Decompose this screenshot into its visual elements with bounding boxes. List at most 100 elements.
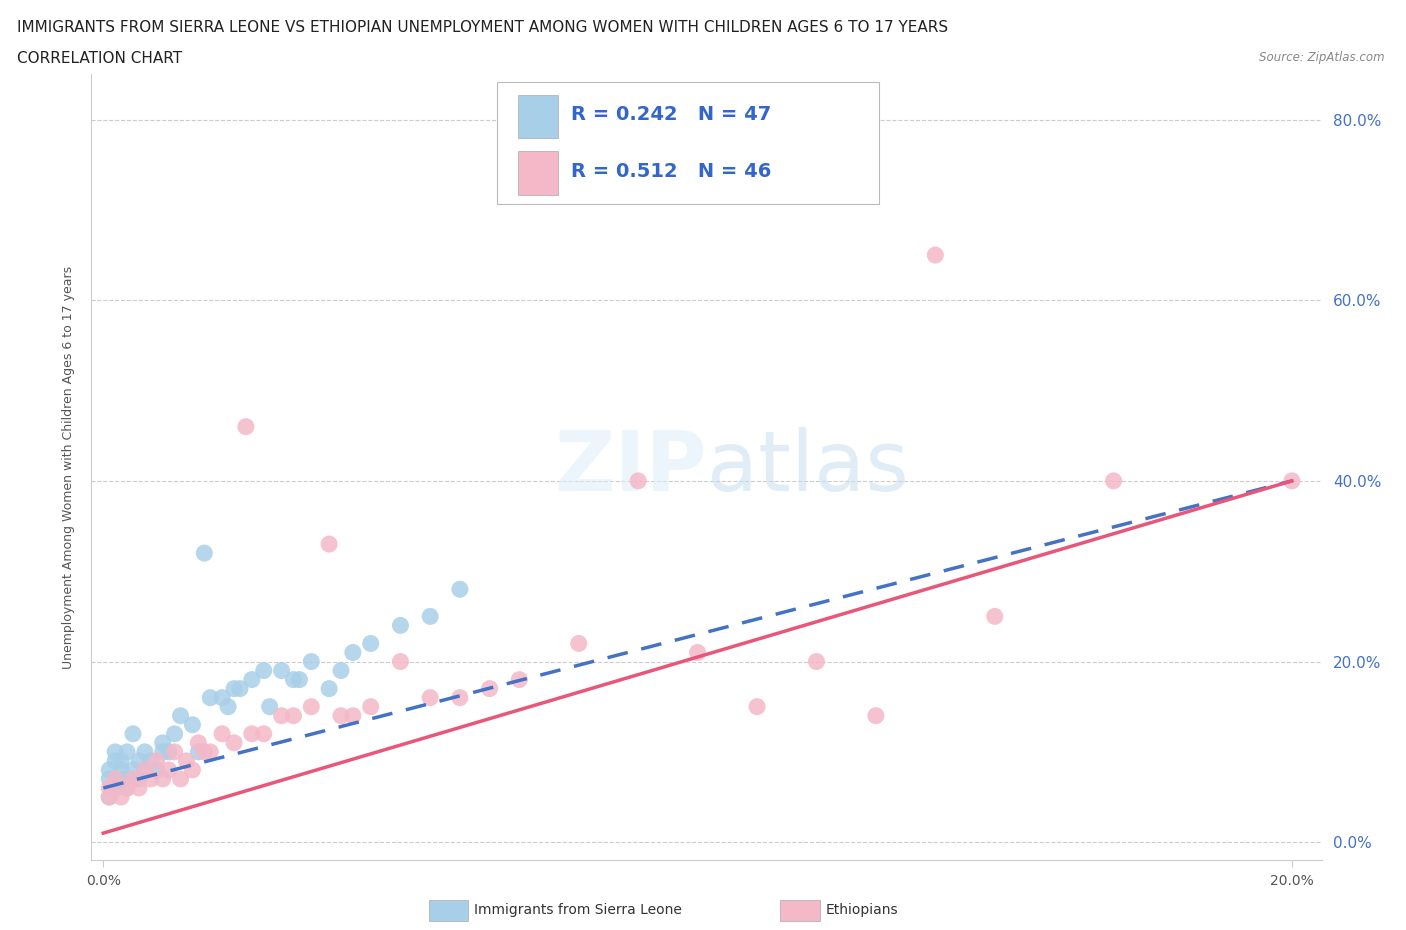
Point xyxy=(115,744,138,759)
Point xyxy=(806,654,828,669)
Text: R = 0.242   N = 47: R = 0.242 N = 47 xyxy=(571,105,772,124)
Point xyxy=(187,744,209,759)
Point xyxy=(152,772,174,787)
Point xyxy=(508,672,530,687)
Text: IMMIGRANTS FROM SIERRA LEONE VS ETHIOPIAN UNEMPLOYMENT AMONG WOMEN WITH CHILDREN: IMMIGRANTS FROM SIERRA LEONE VS ETHIOPIA… xyxy=(17,20,948,35)
Point xyxy=(128,780,150,795)
Point xyxy=(110,753,132,768)
Point xyxy=(152,736,174,751)
Point xyxy=(104,780,127,795)
Point xyxy=(217,699,239,714)
Point xyxy=(240,672,263,687)
Point xyxy=(128,753,150,768)
Point xyxy=(360,699,382,714)
Point xyxy=(193,744,215,759)
Point xyxy=(110,763,132,777)
Point xyxy=(419,690,441,705)
Point xyxy=(145,753,167,768)
Point xyxy=(134,763,156,777)
Point xyxy=(104,744,127,759)
Point xyxy=(318,681,340,696)
Point xyxy=(181,717,204,732)
Y-axis label: Unemployment Among Women with Children Ages 6 to 17 years: Unemployment Among Women with Children A… xyxy=(62,266,76,669)
Point xyxy=(122,772,145,787)
Point xyxy=(98,790,121,804)
Point xyxy=(211,690,233,705)
FancyBboxPatch shape xyxy=(498,82,879,204)
Point xyxy=(270,663,292,678)
Point xyxy=(98,772,121,787)
Point xyxy=(745,699,768,714)
Point xyxy=(984,609,1007,624)
Text: R = 0.512   N = 46: R = 0.512 N = 46 xyxy=(571,162,772,180)
Point xyxy=(169,772,191,787)
Text: ZIP: ZIP xyxy=(554,427,706,508)
Point xyxy=(253,726,276,741)
Point xyxy=(283,709,305,724)
Point xyxy=(139,772,162,787)
Point xyxy=(115,780,138,795)
Point xyxy=(449,690,471,705)
Point xyxy=(240,726,263,741)
Point xyxy=(270,709,292,724)
Point xyxy=(110,790,132,804)
Point xyxy=(98,763,121,777)
Point xyxy=(299,699,322,714)
Text: Source: ZipAtlas.com: Source: ZipAtlas.com xyxy=(1260,51,1385,64)
Point xyxy=(187,736,209,751)
Point xyxy=(342,709,364,724)
Point xyxy=(200,690,222,705)
Point xyxy=(449,582,471,597)
Point xyxy=(134,744,156,759)
Point xyxy=(222,681,245,696)
Point xyxy=(98,780,121,795)
Point xyxy=(110,772,132,787)
FancyBboxPatch shape xyxy=(519,152,558,194)
Point xyxy=(283,672,305,687)
Text: Ethiopians: Ethiopians xyxy=(825,903,898,918)
Point xyxy=(686,645,709,660)
Point xyxy=(330,709,353,724)
Point xyxy=(318,537,340,551)
Point xyxy=(627,473,650,488)
Point xyxy=(122,763,145,777)
Point xyxy=(163,726,186,741)
Point xyxy=(128,772,150,787)
Point xyxy=(419,609,441,624)
Point xyxy=(389,654,412,669)
Text: Immigrants from Sierra Leone: Immigrants from Sierra Leone xyxy=(474,903,682,918)
Point xyxy=(157,763,180,777)
Point xyxy=(1281,473,1303,488)
Point xyxy=(104,753,127,768)
Point xyxy=(1102,473,1125,488)
Point xyxy=(253,663,276,678)
Point xyxy=(163,744,186,759)
Point xyxy=(342,645,364,660)
Point xyxy=(330,663,353,678)
Point xyxy=(134,763,156,777)
Point xyxy=(200,744,222,759)
Point xyxy=(211,726,233,741)
Text: CORRELATION CHART: CORRELATION CHART xyxy=(17,51,181,66)
Point xyxy=(478,681,501,696)
Point xyxy=(104,772,127,787)
Point xyxy=(145,763,167,777)
Point xyxy=(115,780,138,795)
Point xyxy=(122,772,145,787)
Point xyxy=(181,763,204,777)
Point xyxy=(193,546,215,561)
Point xyxy=(235,419,257,434)
Point xyxy=(229,681,252,696)
Point xyxy=(222,736,245,751)
Point xyxy=(152,744,174,759)
Point xyxy=(139,753,162,768)
Point xyxy=(865,709,887,724)
Point xyxy=(98,790,121,804)
Point xyxy=(288,672,311,687)
Text: atlas: atlas xyxy=(706,427,908,508)
Point xyxy=(176,753,198,768)
Point xyxy=(360,636,382,651)
Point xyxy=(157,744,180,759)
FancyBboxPatch shape xyxy=(519,95,558,138)
Point xyxy=(389,618,412,632)
